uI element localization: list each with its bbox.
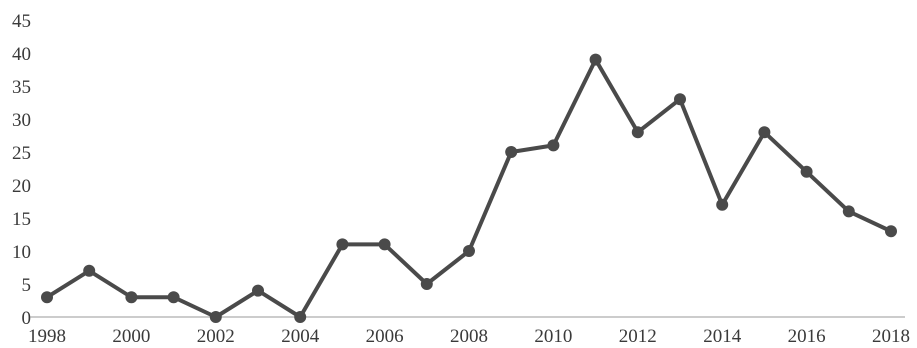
data-point (674, 93, 686, 106)
data-point (41, 291, 53, 304)
data-point (842, 205, 855, 218)
y-axis-tick-labels: 0 5 10 15 20 25 30 35 40 45 (12, 11, 31, 329)
data-point (463, 245, 475, 257)
x-axis-tick-labels: 1998 2000 2002 2004 2006 2008 2010 2012 2014 2016… (28, 326, 910, 347)
data-point (252, 284, 264, 297)
data-point (167, 291, 180, 304)
x-tick-label: 2016 (788, 326, 826, 347)
y-tick-label: 0 (22, 308, 32, 329)
y-tick-label: 30 (12, 110, 31, 131)
data-point (505, 146, 518, 158)
y-tick-label: 45 (12, 11, 31, 32)
data-point (125, 291, 138, 304)
x-tick-label: 2014 (703, 326, 742, 347)
x-tick-label: 1998 (28, 326, 66, 347)
data-point (420, 278, 433, 290)
data-point (589, 53, 602, 66)
x-tick-label: 2018 (872, 326, 910, 347)
x-tick-label: 2004 (281, 326, 320, 347)
data-point (716, 198, 729, 211)
data-point (800, 165, 813, 178)
y-tick-label: 20 (12, 176, 31, 197)
x-tick-label: 2006 (366, 326, 404, 347)
x-tick-label: 2012 (619, 326, 657, 347)
series-line (45, 57, 893, 319)
y-tick-label: 10 (12, 242, 31, 263)
data-point (885, 225, 897, 238)
data-point (547, 139, 560, 152)
data-point (631, 126, 644, 139)
x-tick-label: 2008 (450, 326, 488, 347)
x-tick-label: 2000 (112, 326, 150, 347)
y-tick-label: 25 (12, 143, 31, 164)
data-point (209, 311, 222, 323)
x-tick-label: 2010 (534, 326, 572, 347)
data-point (294, 311, 307, 323)
data-point (758, 126, 771, 139)
y-tick-label: 35 (12, 77, 31, 98)
data-point (83, 264, 96, 277)
data-point (378, 238, 391, 251)
y-tick-label: 5 (22, 275, 32, 296)
data-point (336, 238, 349, 251)
series-points (41, 53, 897, 323)
y-tick-label: 15 (12, 209, 31, 230)
x-tick-label: 2002 (197, 326, 235, 347)
y-tick-label: 40 (12, 44, 31, 65)
